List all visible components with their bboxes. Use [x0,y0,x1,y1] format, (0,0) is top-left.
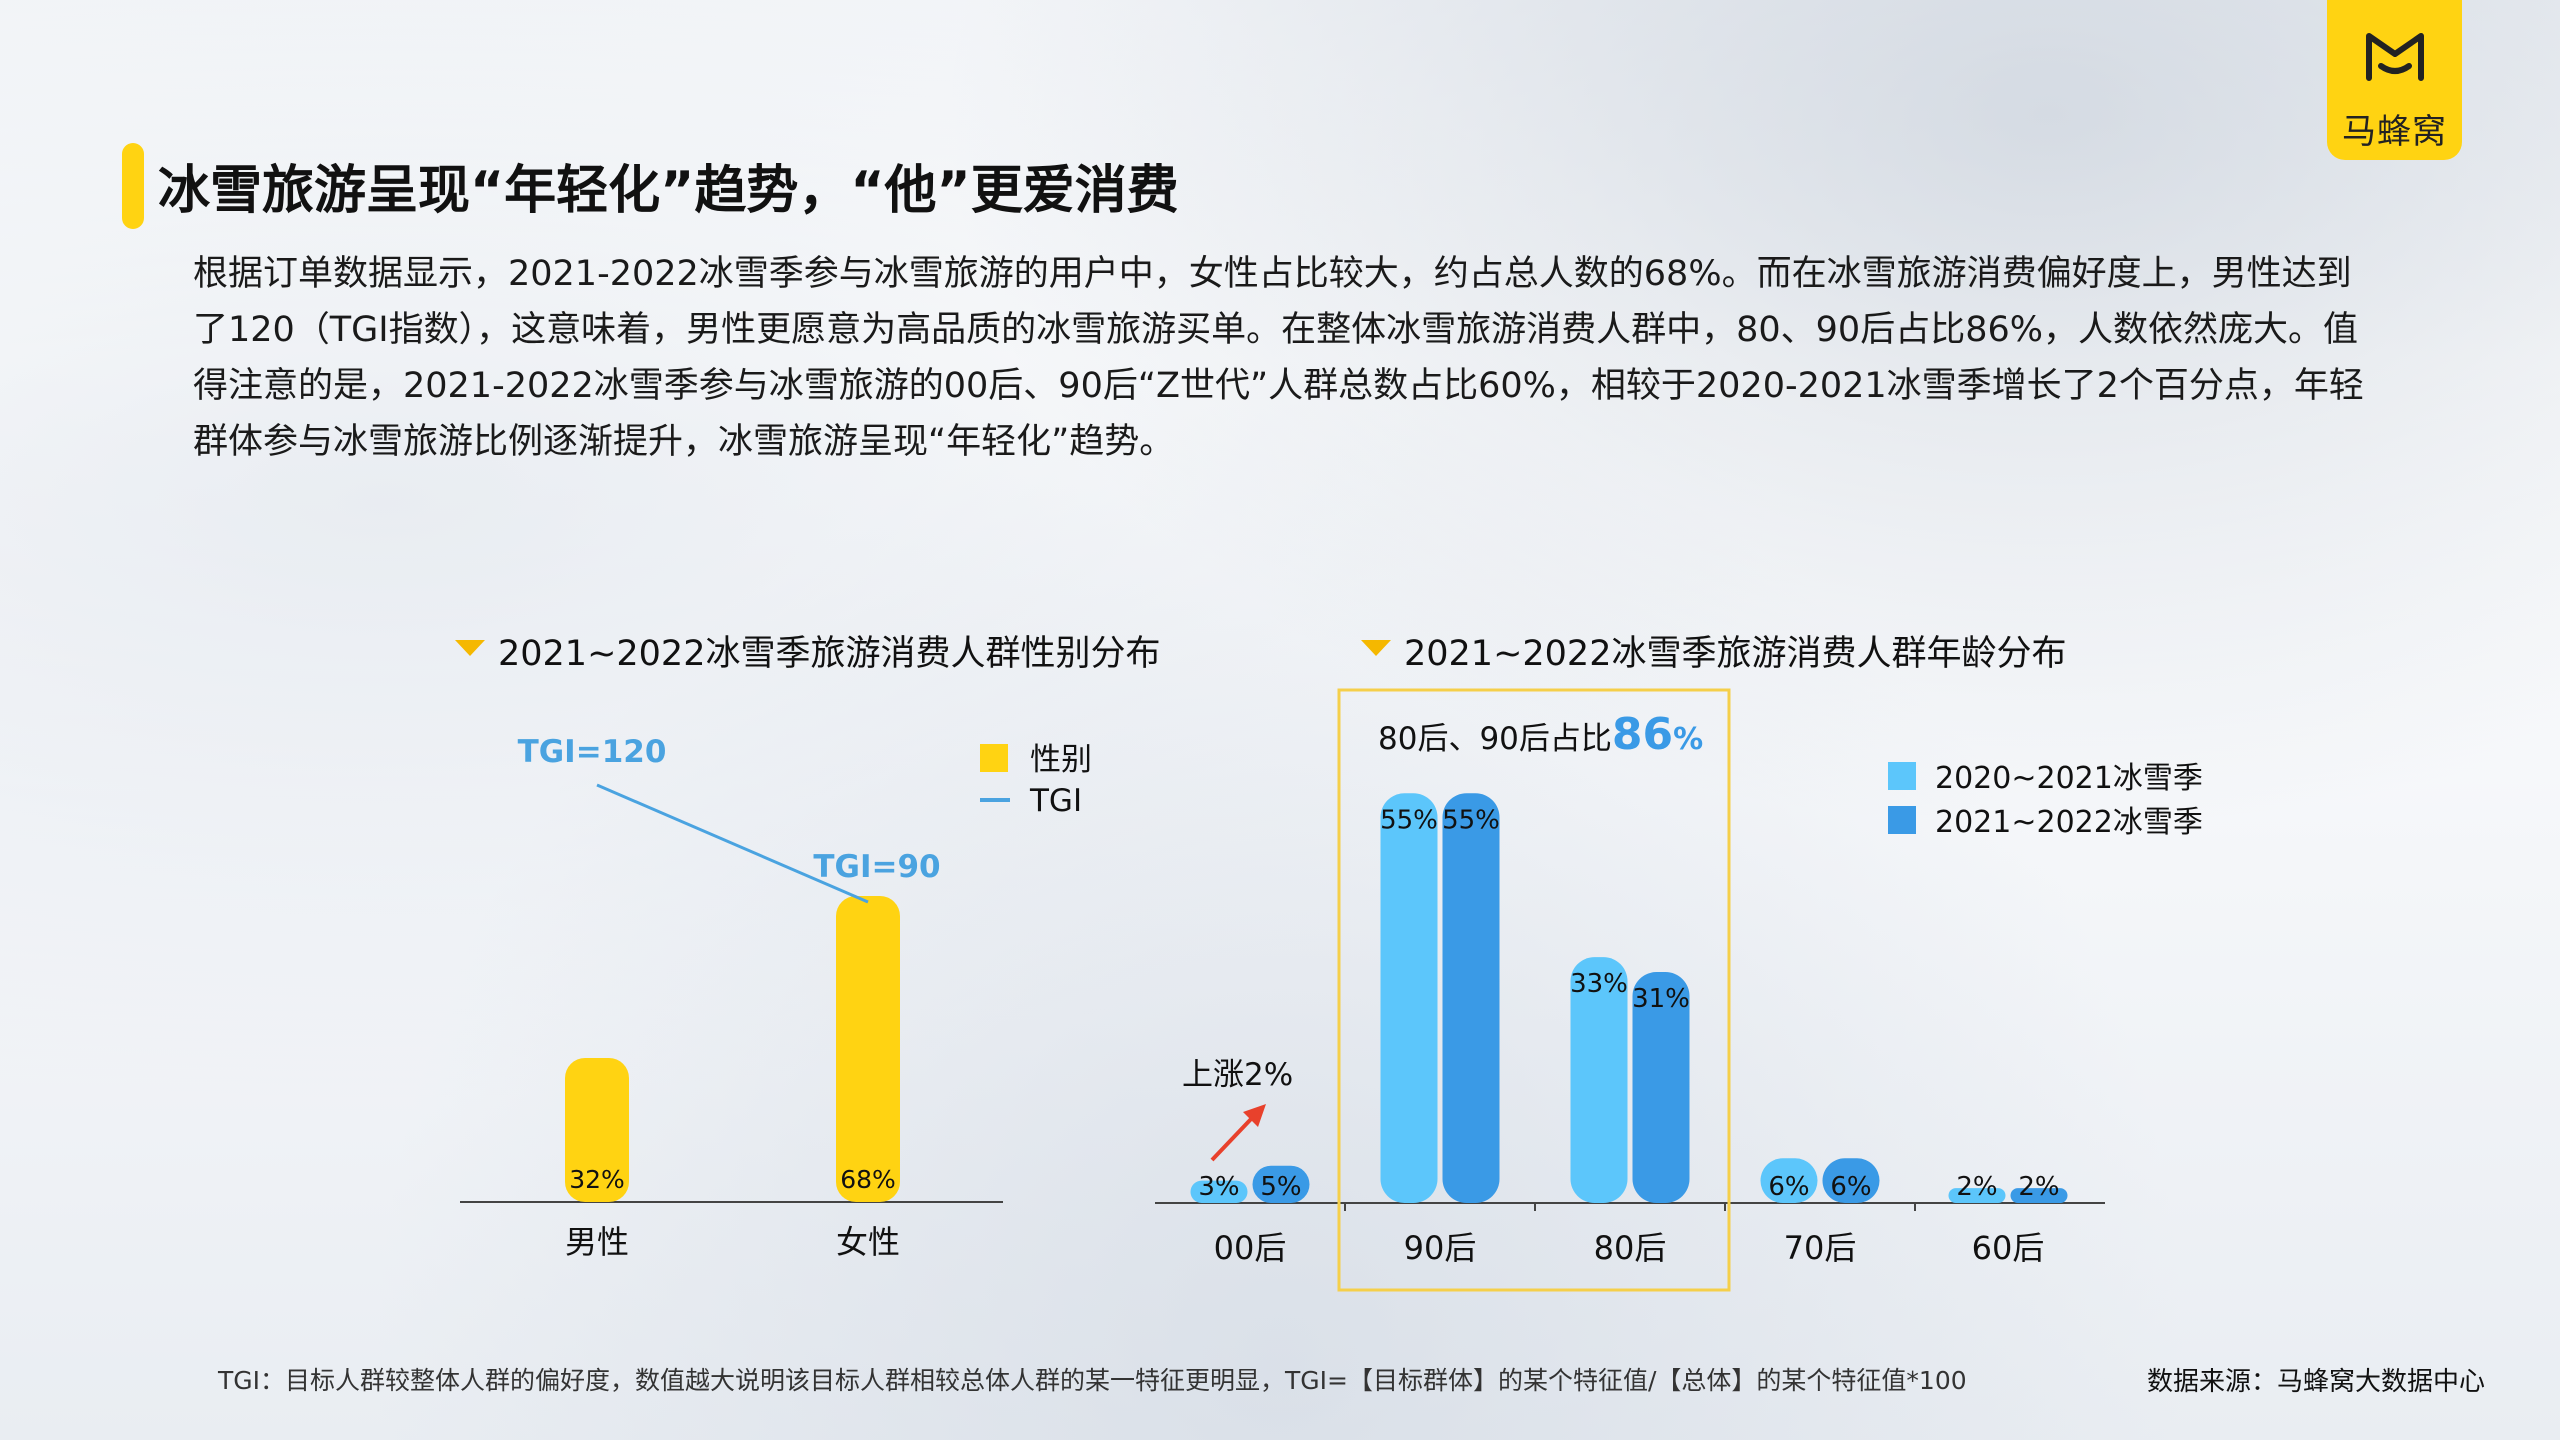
age-bar-label-2-0: 33% [1570,969,1628,999]
age-legend-label-1: 2021~2022冰雪季 [1935,805,2203,840]
tgi-label-female: TGI=90 [813,849,940,885]
age-bar-1-1 [1442,793,1500,1203]
highlight-box [1337,688,1731,1292]
tgi-footnote: TGI：目标人群较整体人群的偏好度，数值越大说明该目标人群相较总体人群的某一特征… [218,1366,1967,1395]
age-category-label-4: 60后 [1972,1229,2045,1267]
gender-bar-label-0: 32% [569,1165,625,1194]
chart-title-marker-icon [1361,640,1391,656]
age-bar-label-1-0: 55% [1380,805,1438,835]
age-bar-4-1 [2010,1188,2068,1203]
gender-legend-swatch [980,744,1008,772]
description-paragraph: 根据订单数据显示，2021-2022冰雪季参与冰雪旅游的用户中，女性占比较大，约… [193,254,2364,462]
gender-category-label-1: 女性 [836,1223,900,1261]
gender-chart-title: 2021~2022冰雪季旅游消费人群性别分布 [498,634,1161,674]
highlight-text: 80后、90后占比86% [1378,709,1703,760]
age-bar-3-1 [1822,1158,1880,1203]
highlight-text-label: 80后、90后占比 [1378,721,1612,757]
age-bar-label-1-1: 55% [1442,805,1500,835]
age-bar-2-0 [1570,957,1628,1203]
age-bar-label-3-1: 6% [1830,1172,1871,1202]
highlight-unit: % [1673,722,1703,757]
age-legend-swatch-1 [1888,806,1916,834]
tgi-label-male: TGI=120 [518,734,667,770]
age-chart-title: 2021~2022冰雪季旅游消费人群年龄分布 [1404,634,2067,674]
age-bar-label-4-1: 2% [2018,1172,2059,1202]
age-bar-label-0-0: 3% [1198,1172,1239,1202]
highlight-value: 86 [1612,709,1673,760]
age-bar-3-0 [1760,1158,1818,1203]
age-bar-0-1 [1252,1165,1310,1203]
gender-category-label-0: 男性 [565,1223,629,1261]
age-legend-label-0: 2020~2021冰雪季 [1935,761,2203,796]
gender-bar-label-1: 68% [840,1165,896,1194]
tgi-legend-label: TGI [1029,783,1082,819]
age-bar-0-0 [1190,1180,1248,1203]
data-source: 数据来源：马蜂窝大数据中心 [2147,1367,2486,1397]
mafengwo-logo: 马蜂窝 [2327,0,2462,160]
gender-legend-label: 性别 [1030,742,1092,778]
chart-title-marker-icon [455,640,485,656]
title-accent-bar [122,143,144,229]
age-category-label-3: 70后 [1784,1229,1857,1267]
age-legend-swatch-0 [1888,762,1916,790]
age-category-label-2: 80后 [1594,1229,1667,1267]
age-category-label-0: 00后 [1214,1229,1287,1267]
age-bar-label-3-0: 6% [1768,1172,1809,1202]
age-bar-label-4-0: 2% [1956,1172,1997,1202]
age-bar-4-0 [1948,1188,2006,1203]
age-bar-1-0 [1380,793,1438,1203]
rise-arrow-shaft [1210,1116,1254,1162]
age-category-label-1: 90后 [1404,1229,1477,1267]
rise-annotation: 上涨2% [1182,1057,1293,1093]
tgi-line [596,783,869,904]
logo-text: 马蜂窝 [2342,112,2447,152]
gender-bar-1 [836,896,900,1202]
gender-bar-0 [565,1058,629,1202]
age-bar-2-1 [1632,972,1690,1203]
age-bar-label-0-1: 5% [1260,1172,1301,1202]
rise-arrow-icon [1243,1104,1266,1127]
page-title: 冰雪旅游呈现“年轻化”趋势，“他”更爱消费 [158,161,1179,221]
age-bar-label-2-1: 31% [1632,984,1690,1014]
logo-icon [2366,33,2424,81]
